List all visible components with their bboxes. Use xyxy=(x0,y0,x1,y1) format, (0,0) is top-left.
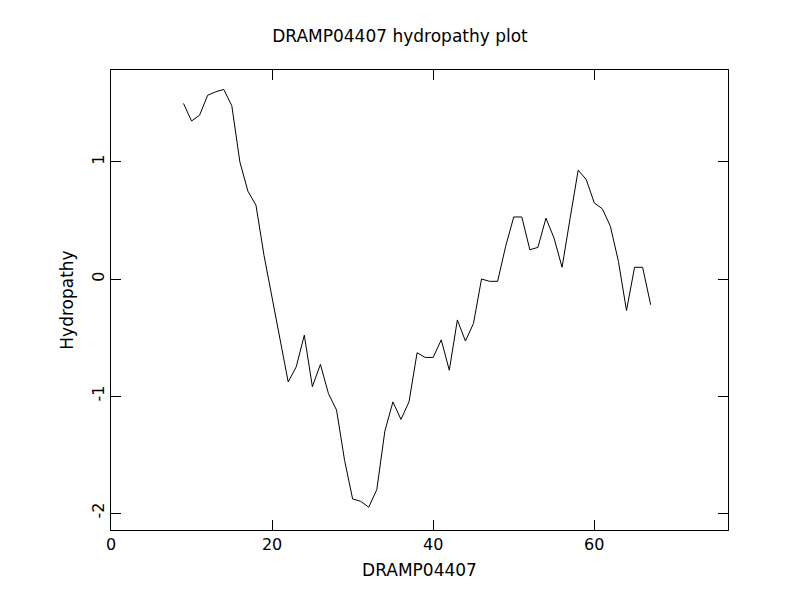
svg-text:-2: -2 xyxy=(89,503,108,519)
svg-text:0: 0 xyxy=(106,535,116,554)
svg-text:60: 60 xyxy=(584,535,604,554)
svg-text:0: 0 xyxy=(89,272,108,282)
svg-text:20: 20 xyxy=(262,535,282,554)
svg-text:DRAMP04407 hydropathy plot: DRAMP04407 hydropathy plot xyxy=(272,26,528,46)
svg-text:DRAMP04407: DRAMP04407 xyxy=(362,560,477,580)
svg-text:1: 1 xyxy=(89,154,108,164)
svg-text:Hydropathy: Hydropathy xyxy=(57,250,77,349)
svg-text:-1: -1 xyxy=(89,386,108,402)
svg-text:40: 40 xyxy=(423,535,443,554)
